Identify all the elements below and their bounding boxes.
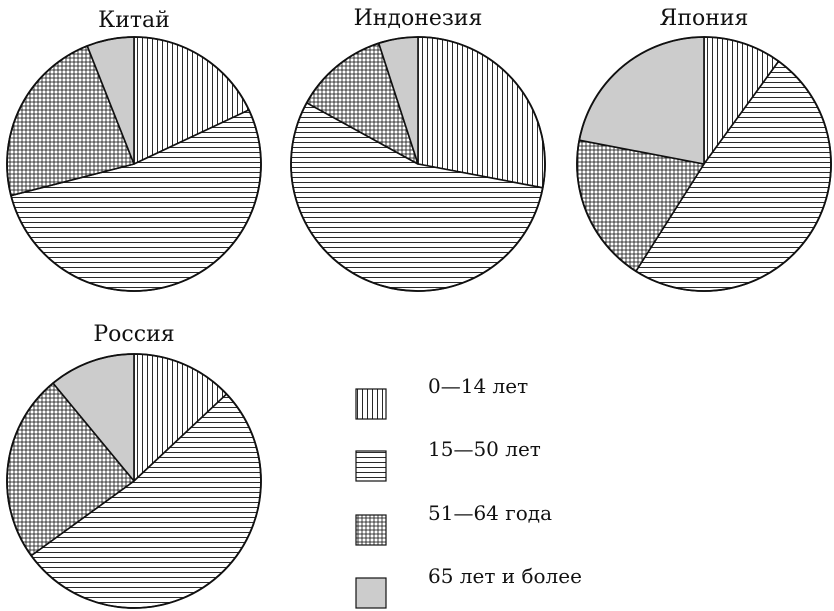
- legend-label-15-50: 15—50 лет: [428, 437, 541, 461]
- legend-swatch-horizontal-lines: [355, 450, 387, 482]
- legend-item-15-50: 15—50 лет: [355, 437, 541, 482]
- pie-indonesia: Индонезия: [290, 6, 546, 292]
- pie-outline-china: [6, 36, 262, 292]
- pie-japan: Япония: [576, 6, 832, 292]
- legend-label-51-64: 51—64 года: [428, 501, 552, 525]
- pie-title-china: Китай: [98, 8, 170, 33]
- legend: 0—14 лет 15—50 лет 51—64 года 65 лет и б…: [355, 374, 582, 609]
- pie-outline-indonesia: [290, 36, 546, 292]
- legend-label-65-plus: 65 лет и более: [428, 564, 582, 588]
- pie-russia: Россия: [6, 322, 262, 609]
- pie-title-japan: Япония: [660, 6, 749, 31]
- legend-swatch-vertical-lines: [355, 388, 387, 420]
- legend-item-65-plus: 65 лет и более: [355, 564, 582, 609]
- legend-swatch-grid: [355, 514, 387, 546]
- legend-swatch-solid-gray: [355, 577, 387, 609]
- pie-outline-russia: [6, 353, 262, 609]
- pie-slice-indonesia-0-14: [417, 36, 546, 189]
- legend-label-0-14: 0—14 лет: [428, 374, 528, 398]
- legend-item-51-64: 51—64 года: [355, 501, 552, 546]
- pie-outline-japan: [576, 36, 832, 292]
- legend-item-0-14: 0—14 лет: [355, 374, 528, 420]
- pie-china: Китай: [6, 8, 262, 292]
- pie-title-indonesia: Индонезия: [354, 6, 483, 31]
- pie-title-russia: Россия: [93, 322, 174, 347]
